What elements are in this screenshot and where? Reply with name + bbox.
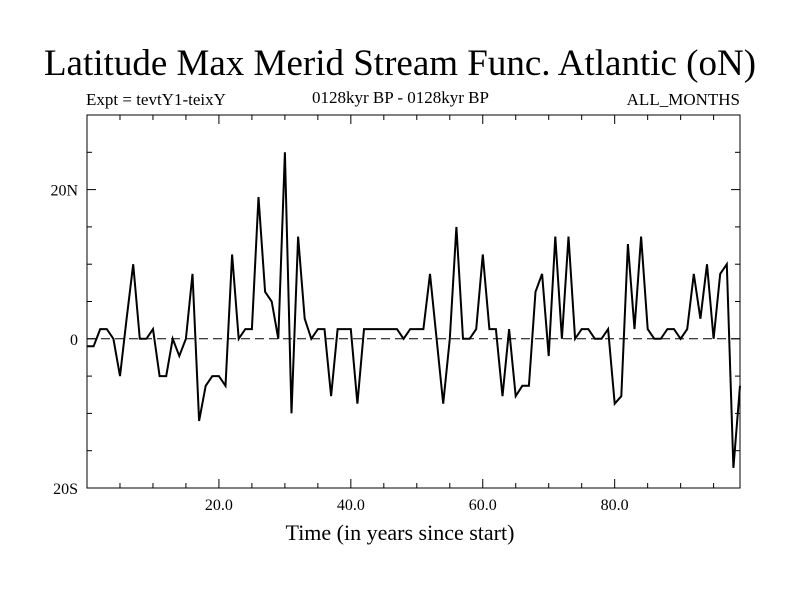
plot-frame — [86, 114, 741, 489]
x-axis-label: Time (in years since start) — [285, 520, 515, 545]
x-tick-label: 40.0 — [337, 497, 365, 514]
series-line — [87, 152, 741, 468]
chart-title: Latitude Max Merid Stream Func. Atlantic… — [43, 43, 757, 84]
x-tick-label: 20.0 — [205, 497, 233, 514]
period-label: 0128kyr BP - 0128kyr BP — [312, 88, 489, 107]
y-tick-label: 0 — [70, 332, 78, 349]
y-tick-label: 20S — [53, 481, 78, 498]
months-label: ALL_MONTHS — [626, 90, 740, 109]
experiment-label: Expt = tevtY1-teixY — [86, 90, 226, 109]
x-tick-label: 80.0 — [601, 497, 629, 514]
x-tick-label: 60.0 — [469, 497, 497, 514]
y-tick-label: 20N — [50, 183, 78, 200]
